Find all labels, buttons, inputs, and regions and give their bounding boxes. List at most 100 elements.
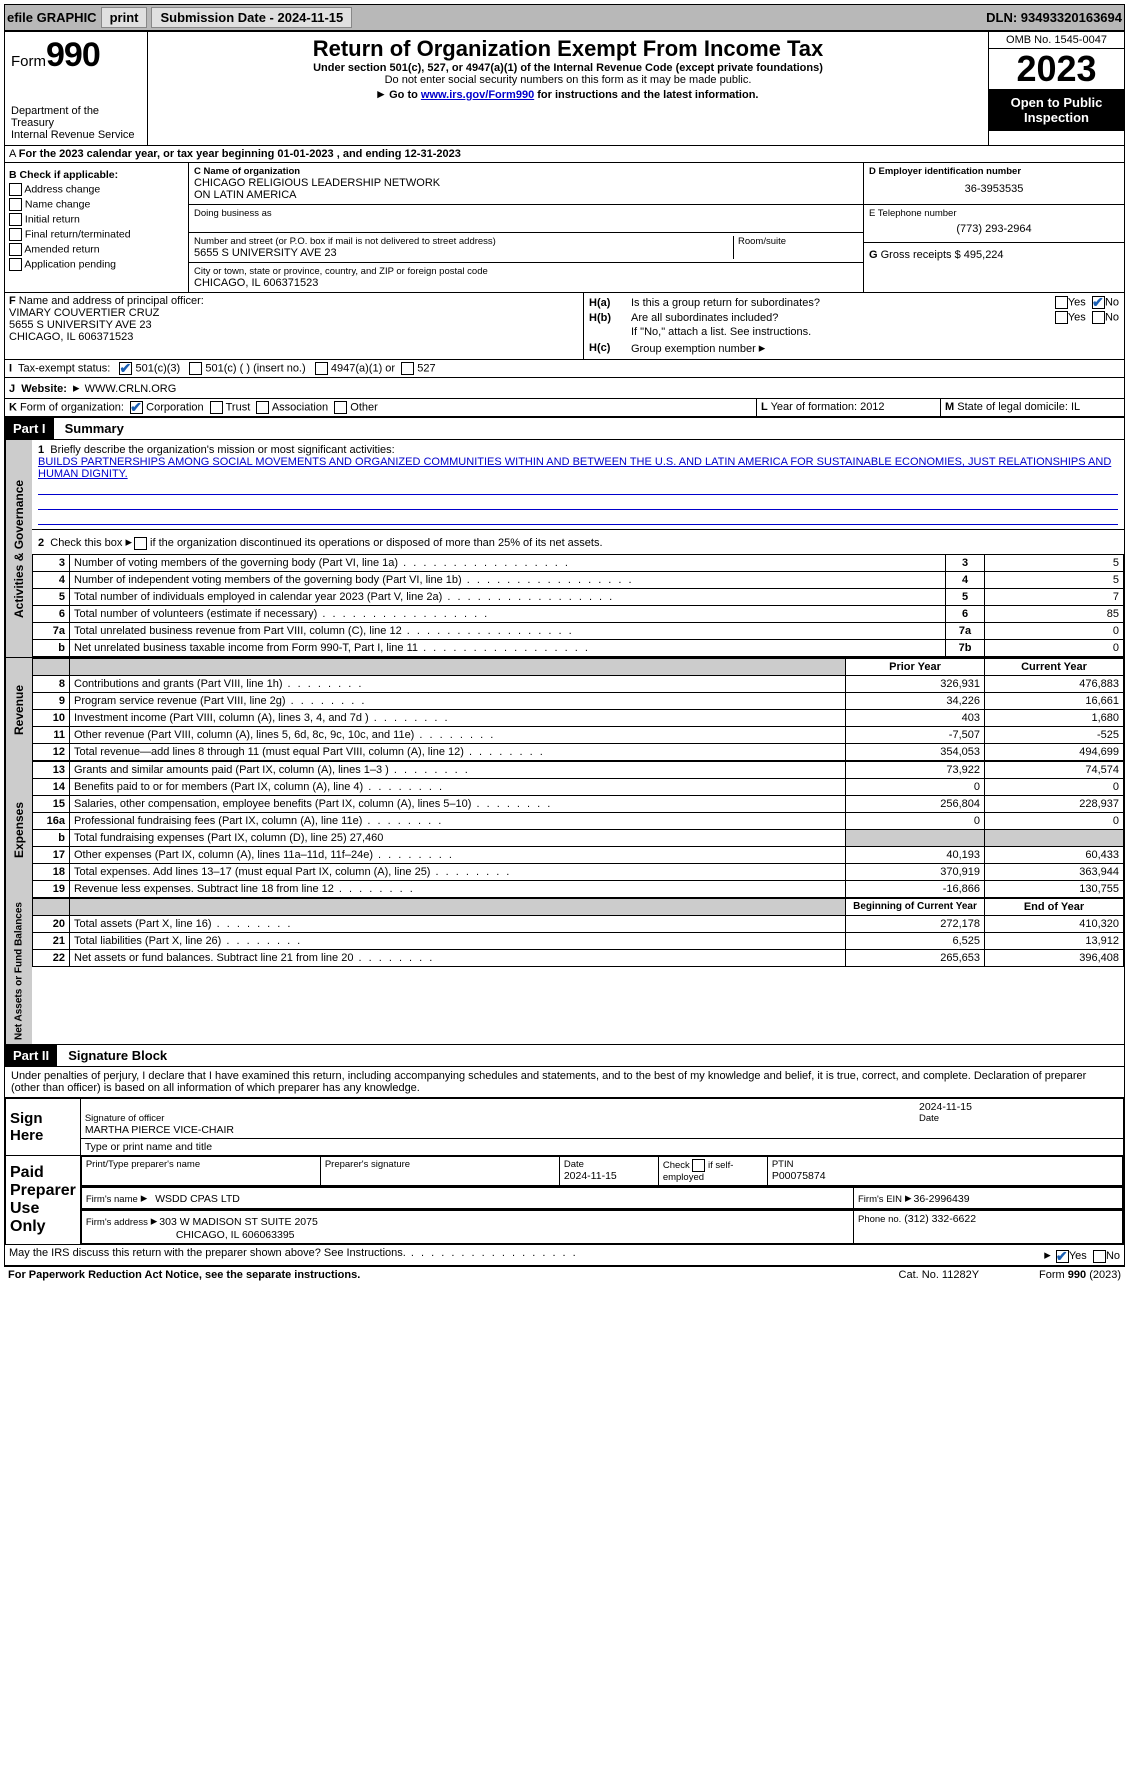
expense-line: bTotal fundraising expenses (Part IX, co… bbox=[33, 830, 1124, 847]
checkbox-assoc[interactable] bbox=[256, 401, 269, 414]
arrow-icon bbox=[1044, 1250, 1053, 1262]
part1-ag-block: Activities & Governance 1 Briefly descri… bbox=[5, 440, 1124, 657]
ssn-note: Do not enter social security numbers on … bbox=[156, 74, 980, 86]
checkbox-app-pending[interactable] bbox=[9, 258, 22, 271]
summary-line: 3Number of voting members of the governi… bbox=[33, 555, 1124, 572]
expense-line: 19Revenue less expenses. Subtract line 1… bbox=[33, 881, 1124, 898]
submission-date-label: Submission Date - 2024-11-15 bbox=[151, 7, 352, 28]
efile-label: efile GRAPHIC bbox=[7, 10, 97, 25]
expense-line: 16aProfessional fundraising fees (Part I… bbox=[33, 813, 1124, 830]
checkbox-initial-return[interactable] bbox=[9, 213, 22, 226]
summary-line: 6Total number of volunteers (estimate if… bbox=[33, 606, 1124, 623]
form-number: 990 bbox=[46, 36, 100, 74]
tax-year: 2023 bbox=[989, 49, 1124, 89]
street-address: 5655 S UNIVERSITY AVE 23 bbox=[194, 247, 729, 259]
vtab-net-assets: Net Assets or Fund Balances bbox=[5, 898, 32, 1044]
revenue-line: 9Program service revenue (Part VIII, lin… bbox=[33, 693, 1124, 710]
arrow-icon bbox=[151, 1216, 160, 1228]
part1-header: Part I Summary bbox=[5, 417, 1124, 440]
dept-label: Department of the Treasury bbox=[11, 105, 141, 129]
checkbox-amended[interactable] bbox=[9, 243, 22, 256]
checkbox-hb-no[interactable] bbox=[1092, 311, 1105, 324]
net-table: Beginning of Current Year End of Year 20… bbox=[32, 898, 1124, 967]
arrow-icon bbox=[759, 343, 768, 355]
summary-line: 7aTotal unrelated business revenue from … bbox=[33, 623, 1124, 640]
expense-line: 18Total expenses. Add lines 13–17 (must … bbox=[33, 864, 1124, 881]
top-toolbar: efile GRAPHIC print Submission Date - 20… bbox=[4, 4, 1125, 31]
revenue-line: 8Contributions and grants (Part VIII, li… bbox=[33, 676, 1124, 693]
section-b: B Check if applicable: Address change Na… bbox=[5, 163, 189, 292]
revenue-line: 11Other revenue (Part VIII, column (A), … bbox=[33, 727, 1124, 744]
summary-line: 5Total number of individuals employed in… bbox=[33, 589, 1124, 606]
header-left: Form990 Department of the Treasury Inter… bbox=[5, 32, 148, 145]
expense-line: 17Other expenses (Part IX, column (A), l… bbox=[33, 847, 1124, 864]
expenses-table: 13Grants and similar amounts paid (Part … bbox=[32, 761, 1124, 898]
checkbox-hb-yes[interactable] bbox=[1055, 311, 1068, 324]
checkbox-final-return[interactable] bbox=[9, 228, 22, 241]
gross-receipts: 495,224 bbox=[964, 249, 1004, 261]
org-name-1: CHICAGO RELIGIOUS LEADERSHIP NETWORK bbox=[194, 177, 858, 189]
arrow-icon bbox=[378, 89, 387, 101]
checkbox-discontinued[interactable] bbox=[134, 537, 147, 550]
discuss-row: May the IRS discuss this return with the… bbox=[5, 1245, 1124, 1266]
expense-line: 14Benefits paid to or for members (Part … bbox=[33, 779, 1124, 796]
net-line: 21Total liabilities (Part X, line 26)6,5… bbox=[33, 933, 1124, 950]
declaration-text: Under penalties of perjury, I declare th… bbox=[5, 1067, 1124, 1098]
section-deg: D Employer identification number 36-3953… bbox=[864, 163, 1124, 292]
dln-label: DLN: 93493320163694 bbox=[986, 10, 1122, 25]
summary-line: bNet unrelated business taxable income f… bbox=[33, 640, 1124, 657]
mission-text[interactable]: BUILDS PARTNERSHIPS AMONG SOCIAL MOVEMEN… bbox=[38, 456, 1111, 480]
summary-line: 4Number of independent voting members of… bbox=[33, 572, 1124, 589]
form-container: Form990 Department of the Treasury Inter… bbox=[4, 31, 1125, 1267]
checkbox-name-change[interactable] bbox=[9, 198, 22, 211]
expense-line: 15Salaries, other compensation, employee… bbox=[33, 796, 1124, 813]
goto-prefix: Go to bbox=[389, 89, 421, 101]
signature-table: Sign Here Signature of officer MARTHA PI… bbox=[5, 1098, 1124, 1245]
omb-label: OMB No. 1545-0047 bbox=[989, 32, 1124, 49]
irs-label: Internal Revenue Service bbox=[11, 129, 141, 141]
phone-value: (773) 293-2964 bbox=[869, 219, 1119, 239]
checkbox-trust[interactable] bbox=[210, 401, 223, 414]
form-header: Form990 Department of the Treasury Inter… bbox=[5, 32, 1124, 146]
lines-3-7: 3Number of voting members of the governi… bbox=[32, 554, 1124, 657]
section-j: J Website: WWW.CRLN.ORG bbox=[5, 378, 1124, 399]
goto-suffix: for instructions and the latest informat… bbox=[534, 89, 758, 101]
checkbox-discuss-no[interactable] bbox=[1093, 1250, 1106, 1263]
print-button[interactable]: print bbox=[101, 7, 148, 28]
org-name-2: ON LATIN AMERICA bbox=[194, 189, 858, 201]
checkbox-discuss-yes[interactable] bbox=[1056, 1250, 1069, 1263]
checkbox-ha-no[interactable] bbox=[1092, 296, 1105, 309]
ein-value: 36-3953535 bbox=[869, 177, 1119, 201]
section-i: I Tax-exempt status: 501(c)(3) 501(c) ( … bbox=[5, 360, 1124, 378]
checkbox-corp[interactable] bbox=[130, 401, 143, 414]
checkbox-4947[interactable] bbox=[315, 362, 328, 375]
officer-name: VIMARY COUVERTIER CRUZ bbox=[9, 307, 159, 319]
checkbox-527[interactable] bbox=[401, 362, 414, 375]
vtab-activities-governance: Activities & Governance bbox=[5, 440, 32, 657]
form-title: Return of Organization Exempt From Incom… bbox=[156, 36, 980, 62]
irs-link[interactable]: www.irs.gov/Form990 bbox=[421, 89, 534, 101]
part1-expenses-block: Expenses 13Grants and similar amounts pa… bbox=[5, 761, 1124, 898]
vtab-revenue: Revenue bbox=[5, 658, 32, 761]
checkbox-ha-yes[interactable] bbox=[1055, 296, 1068, 309]
checkbox-self-employed[interactable] bbox=[692, 1159, 705, 1172]
line-a: A For the 2023 calendar year, or tax yea… bbox=[5, 146, 1124, 163]
form-prefix: Form bbox=[11, 53, 46, 70]
header-right: OMB No. 1545-0047 2023 Open to Public In… bbox=[988, 32, 1124, 145]
section-c: C Name of organization CHICAGO RELIGIOUS… bbox=[189, 163, 864, 292]
section-bcdefg: B Check if applicable: Address change Na… bbox=[5, 163, 1124, 293]
checkbox-501c3[interactable] bbox=[119, 362, 132, 375]
revenue-line: 10Investment income (Part VIII, column (… bbox=[33, 710, 1124, 727]
form-subtitle: Under section 501(c), 527, or 4947(a)(1)… bbox=[156, 62, 980, 74]
section-fh: F Name and address of principal officer:… bbox=[5, 293, 1124, 360]
section-klm: K Form of organization: Corporation Trus… bbox=[5, 399, 1124, 417]
paid-preparer-label: Paid Preparer Use Only bbox=[6, 1156, 81, 1245]
checkbox-other[interactable] bbox=[334, 401, 347, 414]
part2-header: Part II Signature Block bbox=[5, 1044, 1124, 1067]
sign-here-label: Sign Here bbox=[6, 1099, 81, 1156]
checkbox-address-change[interactable] bbox=[9, 183, 22, 196]
net-line: 22Net assets or fund balances. Subtract … bbox=[33, 950, 1124, 967]
arrow-icon bbox=[125, 537, 134, 549]
checkbox-501c[interactable] bbox=[189, 362, 202, 375]
part1-net-block: Net Assets or Fund Balances Beginning of… bbox=[5, 898, 1124, 1044]
